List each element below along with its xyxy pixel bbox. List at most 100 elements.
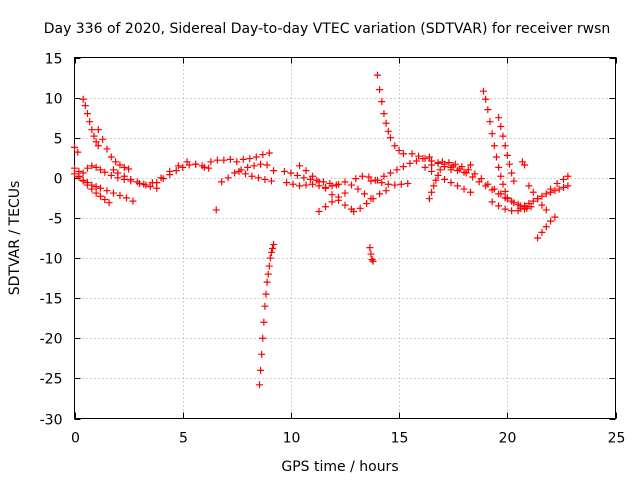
data-point [75, 173, 83, 181]
data-point [179, 163, 187, 171]
data-point [83, 181, 91, 189]
data-point [380, 172, 388, 180]
data-point [96, 166, 104, 174]
data-point [224, 174, 232, 182]
data-point [534, 234, 542, 242]
data-point [495, 202, 503, 210]
data-point [378, 98, 386, 106]
data-point [501, 142, 509, 150]
data-point [302, 167, 310, 175]
data-point [508, 197, 516, 205]
series-s20 [352, 172, 412, 189]
x-tick-label: 20 [499, 431, 517, 447]
grid-lines [74, 57, 616, 419]
data-point [434, 159, 442, 167]
series-s31 [495, 114, 518, 185]
data-point [96, 192, 104, 200]
data-point [269, 244, 277, 252]
data-point [369, 257, 377, 265]
series-s19 [350, 187, 390, 216]
data-point [207, 158, 215, 166]
data-point [266, 254, 274, 262]
data-point [508, 169, 516, 177]
data-point [79, 95, 87, 103]
data-point [244, 163, 252, 171]
data-point [256, 381, 264, 389]
data-point [462, 169, 470, 177]
data-point [248, 172, 256, 180]
data-point [564, 172, 572, 180]
series-s9 [207, 149, 273, 166]
data-point [488, 130, 496, 138]
data-point [497, 122, 505, 130]
data-point [263, 278, 271, 286]
data-point [146, 183, 154, 191]
data-point [103, 145, 111, 153]
data-point [482, 182, 490, 190]
y-tick-label: 5 [54, 132, 63, 148]
axis-ticks: 0 5 10 15 20 25 -30 -25 -20 -15 -10 -5 0 5 10 15 [40, 52, 626, 447]
data-point [81, 102, 89, 110]
plot-frame [74, 57, 616, 419]
data-point [322, 203, 330, 211]
data-point [391, 181, 399, 189]
data-point [109, 189, 117, 197]
data-point [514, 200, 522, 208]
data-point [114, 169, 122, 177]
data-point [495, 190, 503, 198]
data-point [265, 262, 273, 270]
data-point [495, 114, 503, 122]
series-s12 [212, 206, 220, 214]
data-point [116, 161, 124, 169]
y-tick-label: -15 [40, 292, 63, 308]
data-point [475, 178, 483, 186]
data-point [92, 189, 100, 197]
data-point [265, 149, 273, 157]
data-point [267, 177, 275, 185]
series-s7 [109, 166, 161, 192]
data-point [503, 194, 511, 202]
data-point [445, 159, 453, 167]
data-point [551, 187, 559, 195]
data-point [83, 164, 91, 172]
series-s34 [516, 182, 572, 212]
data-point [252, 153, 260, 161]
data-point [486, 118, 494, 126]
data-point [92, 163, 100, 171]
data-point [94, 142, 102, 150]
x-tick-label: 25 [608, 431, 626, 447]
data-point [365, 173, 373, 181]
data-point [382, 187, 390, 195]
data-point [488, 186, 496, 194]
data-point [395, 147, 403, 155]
data-point [456, 165, 464, 173]
data-point [542, 223, 550, 231]
data-point [376, 190, 384, 198]
data-point [79, 177, 87, 185]
data-point [289, 180, 297, 188]
data-point [116, 191, 124, 199]
data-point [428, 161, 436, 169]
y-tick-label: -30 [40, 413, 63, 429]
data-point [367, 177, 375, 185]
data-point [521, 202, 529, 210]
data-point [382, 119, 390, 127]
data-point [441, 175, 449, 183]
data-point [384, 180, 392, 188]
data-point [172, 167, 180, 175]
data-point [218, 178, 226, 186]
data-point [270, 167, 278, 175]
data-point [205, 164, 213, 172]
data-point [166, 171, 174, 179]
data-point [88, 126, 96, 134]
data-point [220, 156, 228, 164]
data-point [421, 163, 429, 171]
data-point [231, 169, 239, 177]
data-point [488, 198, 496, 206]
data-point [198, 162, 206, 170]
data-point [335, 180, 343, 188]
data-point [425, 195, 433, 203]
data-point [101, 168, 109, 176]
data-point [490, 142, 498, 150]
data-point [479, 87, 487, 95]
